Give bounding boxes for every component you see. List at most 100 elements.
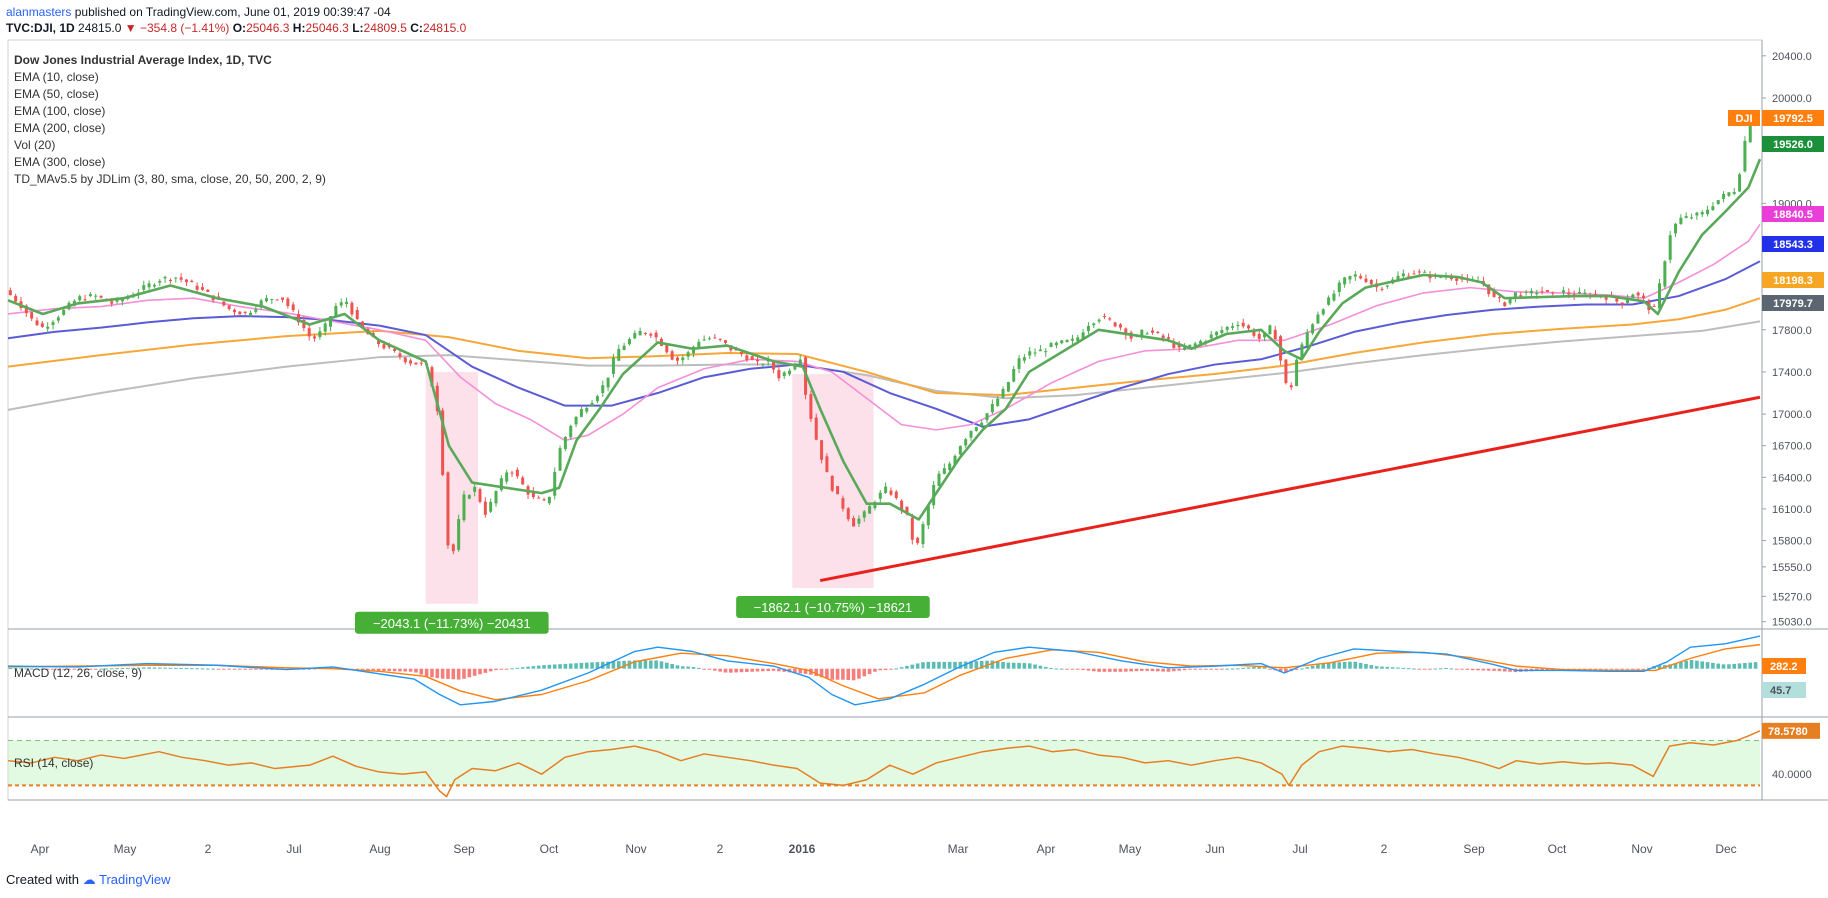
candle-body (942, 468, 946, 474)
candle-body (990, 403, 994, 413)
macd-histogram-bar (937, 661, 941, 669)
rsi-pane-title[interactable]: RSI (14, close) (14, 756, 94, 770)
macd-histogram-bar (1540, 668, 1544, 671)
macd-pane-title[interactable]: MACD (12, 26, close, 9) (14, 666, 143, 680)
legend-item-ema300[interactable]: EMA (300, close) (14, 155, 106, 169)
author-link[interactable]: alanmasters (6, 5, 72, 19)
candle-body (1642, 295, 1646, 299)
macd-histogram-bar (552, 664, 557, 669)
macd-histogram-bar (664, 662, 669, 669)
legend-item-ema50[interactable]: EMA (50, close) (14, 87, 99, 101)
candle-body (361, 321, 365, 328)
tradingview-brand[interactable]: TradingView (99, 872, 171, 887)
drawdown-label-text: −2043.1 (−11.73%) −20431 (373, 616, 531, 631)
macd-histogram-bar (1390, 667, 1395, 669)
candle-body (1353, 274, 1357, 277)
price-tick-label: 15030.0 (1772, 617, 1812, 629)
macd-histogram-bar (478, 668, 482, 675)
macd-histogram-bar (1700, 661, 1705, 669)
candle-body (1284, 359, 1288, 383)
candle-body (900, 500, 904, 510)
ema100-line (7, 260, 1761, 428)
macd-histogram-bar (1140, 668, 1144, 671)
macd-histogram-bar (1625, 668, 1630, 670)
last-price: 24815.0 (78, 21, 122, 35)
candle-body (649, 333, 653, 336)
price-tick-label: 16400.0 (1772, 472, 1812, 484)
candle-body (1199, 341, 1203, 344)
macd-histogram-bar (1406, 668, 1411, 670)
macd-histogram-bar (125, 667, 130, 669)
macd-histogram-bar (1609, 668, 1614, 670)
drawdown-label-box (736, 595, 930, 618)
candle-body (1311, 324, 1315, 334)
candle-body (1252, 330, 1256, 336)
candle-body (1327, 297, 1331, 305)
candle-body (1359, 275, 1363, 279)
macd-histogram-bar (1193, 668, 1197, 670)
candle-body (1337, 282, 1341, 292)
price-tick-label: 15550.0 (1772, 562, 1812, 574)
candle-body (788, 370, 792, 375)
legend-item-ema10[interactable]: EMA (10, close) (14, 70, 99, 84)
macd-histogram-bar (1721, 664, 1726, 669)
candle-body (1396, 275, 1400, 281)
macd-histogram-bar (99, 668, 103, 670)
candle-body (1364, 278, 1368, 283)
macd-histogram-bar (1583, 668, 1587, 670)
macd-histogram-bar (104, 668, 109, 670)
time-tick-label: Oct (1548, 842, 1567, 856)
candle-body (473, 486, 477, 492)
time-tick-label: May (114, 842, 137, 856)
candle-body (30, 312, 34, 319)
candle-body (1380, 288, 1384, 290)
trend-line (819, 395, 1761, 583)
candle-body (542, 499, 546, 501)
candle-body (916, 537, 920, 544)
legend-item-vol[interactable]: Vol (20) (14, 138, 56, 152)
candle-body (553, 471, 557, 496)
price-tick-label: 17800.0 (1772, 325, 1812, 337)
candle-body (852, 518, 856, 527)
macd-histogram-bar (1188, 668, 1192, 670)
macd-histogram-bar (451, 668, 456, 680)
macd-histogram-bar (24, 668, 29, 670)
legend-item-td-ma[interactable]: TD_MAv5.5 by JDLim (3, 80, sma, close, 2… (14, 172, 326, 186)
macd-histogram-bar (1374, 666, 1379, 669)
macd-histogram-bar (307, 668, 312, 670)
legend-item-ema100[interactable]: EMA (100, close) (14, 104, 106, 118)
candle-body (505, 472, 509, 482)
macd-histogram-bar (1262, 667, 1267, 669)
candle-body (750, 356, 754, 360)
price-tick-label: 20000.0 (1772, 93, 1812, 105)
macd-histogram-bar (1673, 663, 1678, 669)
macd-histogram-bar (782, 668, 787, 672)
candle-body (980, 422, 984, 427)
candle-body (707, 338, 711, 340)
candle-body (1108, 318, 1112, 320)
time-tick-label: Sep (453, 842, 475, 856)
candle-body (878, 492, 882, 499)
candle-body (937, 473, 941, 486)
macd-histogram-bar (1091, 668, 1096, 672)
candle-body (1385, 285, 1389, 287)
macd-histogram-bar (1246, 667, 1251, 669)
macd-histogram-bar (1486, 668, 1491, 671)
candle-body (830, 475, 834, 491)
candle-body (1215, 331, 1219, 336)
macd-histogram-bar (243, 668, 247, 670)
candle-body (713, 337, 717, 339)
macd-histogram-bar (419, 668, 424, 675)
indicator-legend: Dow Jones Industrial Average Index, 1D, … (14, 52, 326, 188)
drawdown-label: −1862.1 (−10.75%) −18621 (736, 595, 930, 618)
candle-body (691, 346, 695, 354)
candle-body (51, 322, 55, 326)
macd-histogram-bar (889, 668, 893, 670)
candle-body (382, 344, 386, 349)
price-tick-label: 17400.0 (1772, 367, 1812, 379)
legend-item-ema200[interactable]: EMA (200, close) (14, 121, 106, 135)
candle-body (547, 496, 551, 504)
macd-histogram-bar (974, 661, 979, 669)
candle-body (969, 430, 973, 438)
